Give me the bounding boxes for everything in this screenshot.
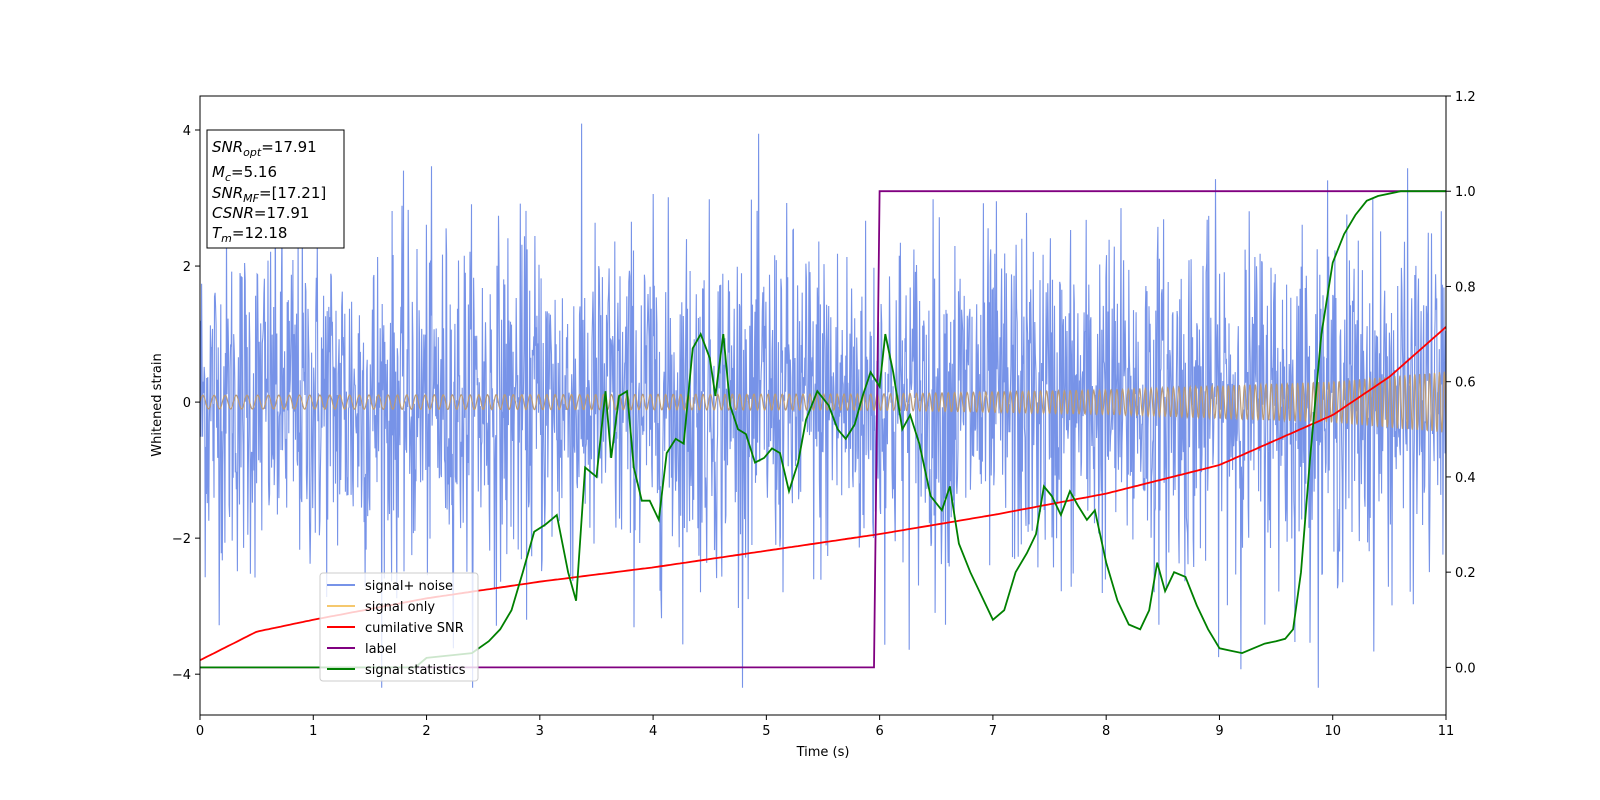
x-tick-label: 1 [309, 724, 317, 739]
x-tick-label: 6 [875, 724, 883, 739]
x-axis-label: Time (s) [796, 745, 850, 760]
x-tick-label: 3 [536, 724, 544, 739]
y-right-tick-label: 0.0 [1455, 661, 1476, 676]
info-mc-symbol: M [212, 163, 225, 181]
series-signal-statistics [200, 190, 1446, 669]
info-tm-symbol: T [212, 224, 223, 242]
x-tick-label: 7 [989, 724, 997, 739]
info-tm-sub: m [221, 232, 232, 245]
info-snr-opt-symbol: SNR [212, 138, 243, 156]
info-box-frame [206, 129, 345, 249]
x-tick-label: 8 [1102, 724, 1110, 739]
y-right-tick-label: 1.0 [1455, 185, 1476, 200]
x-tick-label: 4 [649, 724, 657, 739]
info-tm-value: =12.18 [232, 224, 288, 242]
legend-label-signal-statistics: signal statistics [365, 663, 466, 678]
legend-frame [319, 572, 479, 682]
legend-label-signal-noise: signal+ noise [365, 579, 453, 594]
y-right-tick-label: 0.8 [1455, 280, 1476, 295]
info-snr-mf-symbol: SNR [212, 184, 243, 202]
y-right-tick-label: 0.2 [1455, 566, 1476, 581]
info-csnr-value: =17.91 [254, 204, 310, 222]
info-snr-mf-value: =[17.21] [259, 184, 326, 202]
y-left-tick-label: 0 [183, 396, 191, 411]
info-snr-opt-value: =17.91 [261, 138, 317, 156]
info-csnr: CSNR=17.91 [212, 204, 309, 222]
axes-frame [199, 95, 1447, 716]
legend: signal+ noise signal only cumilative SNR… [319, 572, 479, 682]
y-left-tick-label: −2 [172, 532, 191, 547]
info-csnr-symbol: CSNR [212, 204, 254, 222]
legend-label-label: label [365, 642, 396, 657]
info-tm: Tm=12.18 [212, 224, 287, 245]
y-left-tick-label: 2 [183, 260, 191, 275]
y-right-tick-label: 0.4 [1455, 471, 1476, 486]
series-signal-only [200, 371, 1446, 433]
x-tick-label: 5 [762, 724, 770, 739]
info-box: SNRopt=17.91 Mc=5.16 SNRMF=[17.21] CSNR=… [206, 129, 345, 249]
legend-label-cumulative-snr: cumilative SNR [365, 621, 464, 636]
y-right-tick-label: 1.2 [1455, 90, 1476, 105]
series-signal-noise [200, 123, 1446, 688]
legend-label-signal-only: signal only [365, 600, 435, 615]
info-snr-opt: SNRopt=17.91 [212, 138, 317, 159]
x-tick-label: 9 [1215, 724, 1223, 739]
series-label [200, 190, 1446, 669]
x-tick-label: 10 [1324, 724, 1341, 739]
info-mc-sub: c [225, 171, 231, 184]
y-right-tick-label: 0.6 [1455, 376, 1476, 391]
info-mc-value: =5.16 [231, 163, 277, 181]
info-mc: Mc=5.16 [212, 163, 277, 184]
info-snr-mf-sub: MF [243, 192, 259, 205]
axis-ticks: 0 1 2 3 4 5 6 7 8 9 10 11 −4 −2 0 2 4 0.0 0.2 0.4 0.6 0.8 1.0 1… [172, 90, 1476, 739]
x-tick-label: 0 [196, 724, 204, 739]
info-snr-opt-sub: opt [243, 146, 262, 159]
x-tick-label: 2 [422, 724, 430, 739]
y-left-tick-label: 4 [183, 124, 191, 139]
y-left-tick-label: −4 [172, 668, 191, 683]
y-axis-label: Whitened strain [150, 353, 165, 456]
x-tick-label: 11 [1438, 724, 1455, 739]
info-snr-mf: SNRMF=[17.21] [212, 184, 326, 205]
